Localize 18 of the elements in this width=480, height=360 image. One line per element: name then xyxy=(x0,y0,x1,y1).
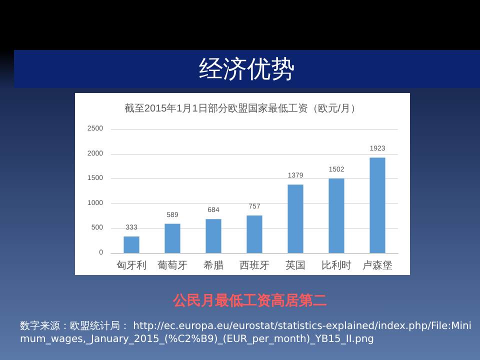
chart-title: 经济优势 xyxy=(14,50,480,88)
bar xyxy=(288,184,304,253)
x-tick-label: 英国 xyxy=(286,260,306,272)
bar xyxy=(124,236,140,253)
bar xyxy=(246,215,262,253)
x-tick-label: 西班牙 xyxy=(240,260,270,272)
x-tick-label: 卢森堡 xyxy=(362,260,392,272)
text: 公民月最低工资高居第二 xyxy=(172,292,328,310)
bar xyxy=(206,219,222,253)
text: 数字来源：欧盟统计局： http://ec.europa.eu/eurostat/statistics-explained/index.php/File:Minimum_wages,_January_2015_(%C2%B9)_(EUR_per_month)_YB15_II.png xyxy=(20,320,473,346)
bar xyxy=(370,158,386,253)
x-tick-label: 匈牙利 xyxy=(116,260,146,272)
x-tick-label: 希腊 xyxy=(204,260,224,272)
bar xyxy=(164,224,180,253)
chart-subtitle: 截至2015年1月1日部分欧盟国家最低工资（欧元/月） xyxy=(124,102,361,114)
x-tick-label: 比利时 xyxy=(322,260,352,272)
x-tick-label: 葡萄牙 xyxy=(158,260,188,272)
bar xyxy=(328,178,344,253)
